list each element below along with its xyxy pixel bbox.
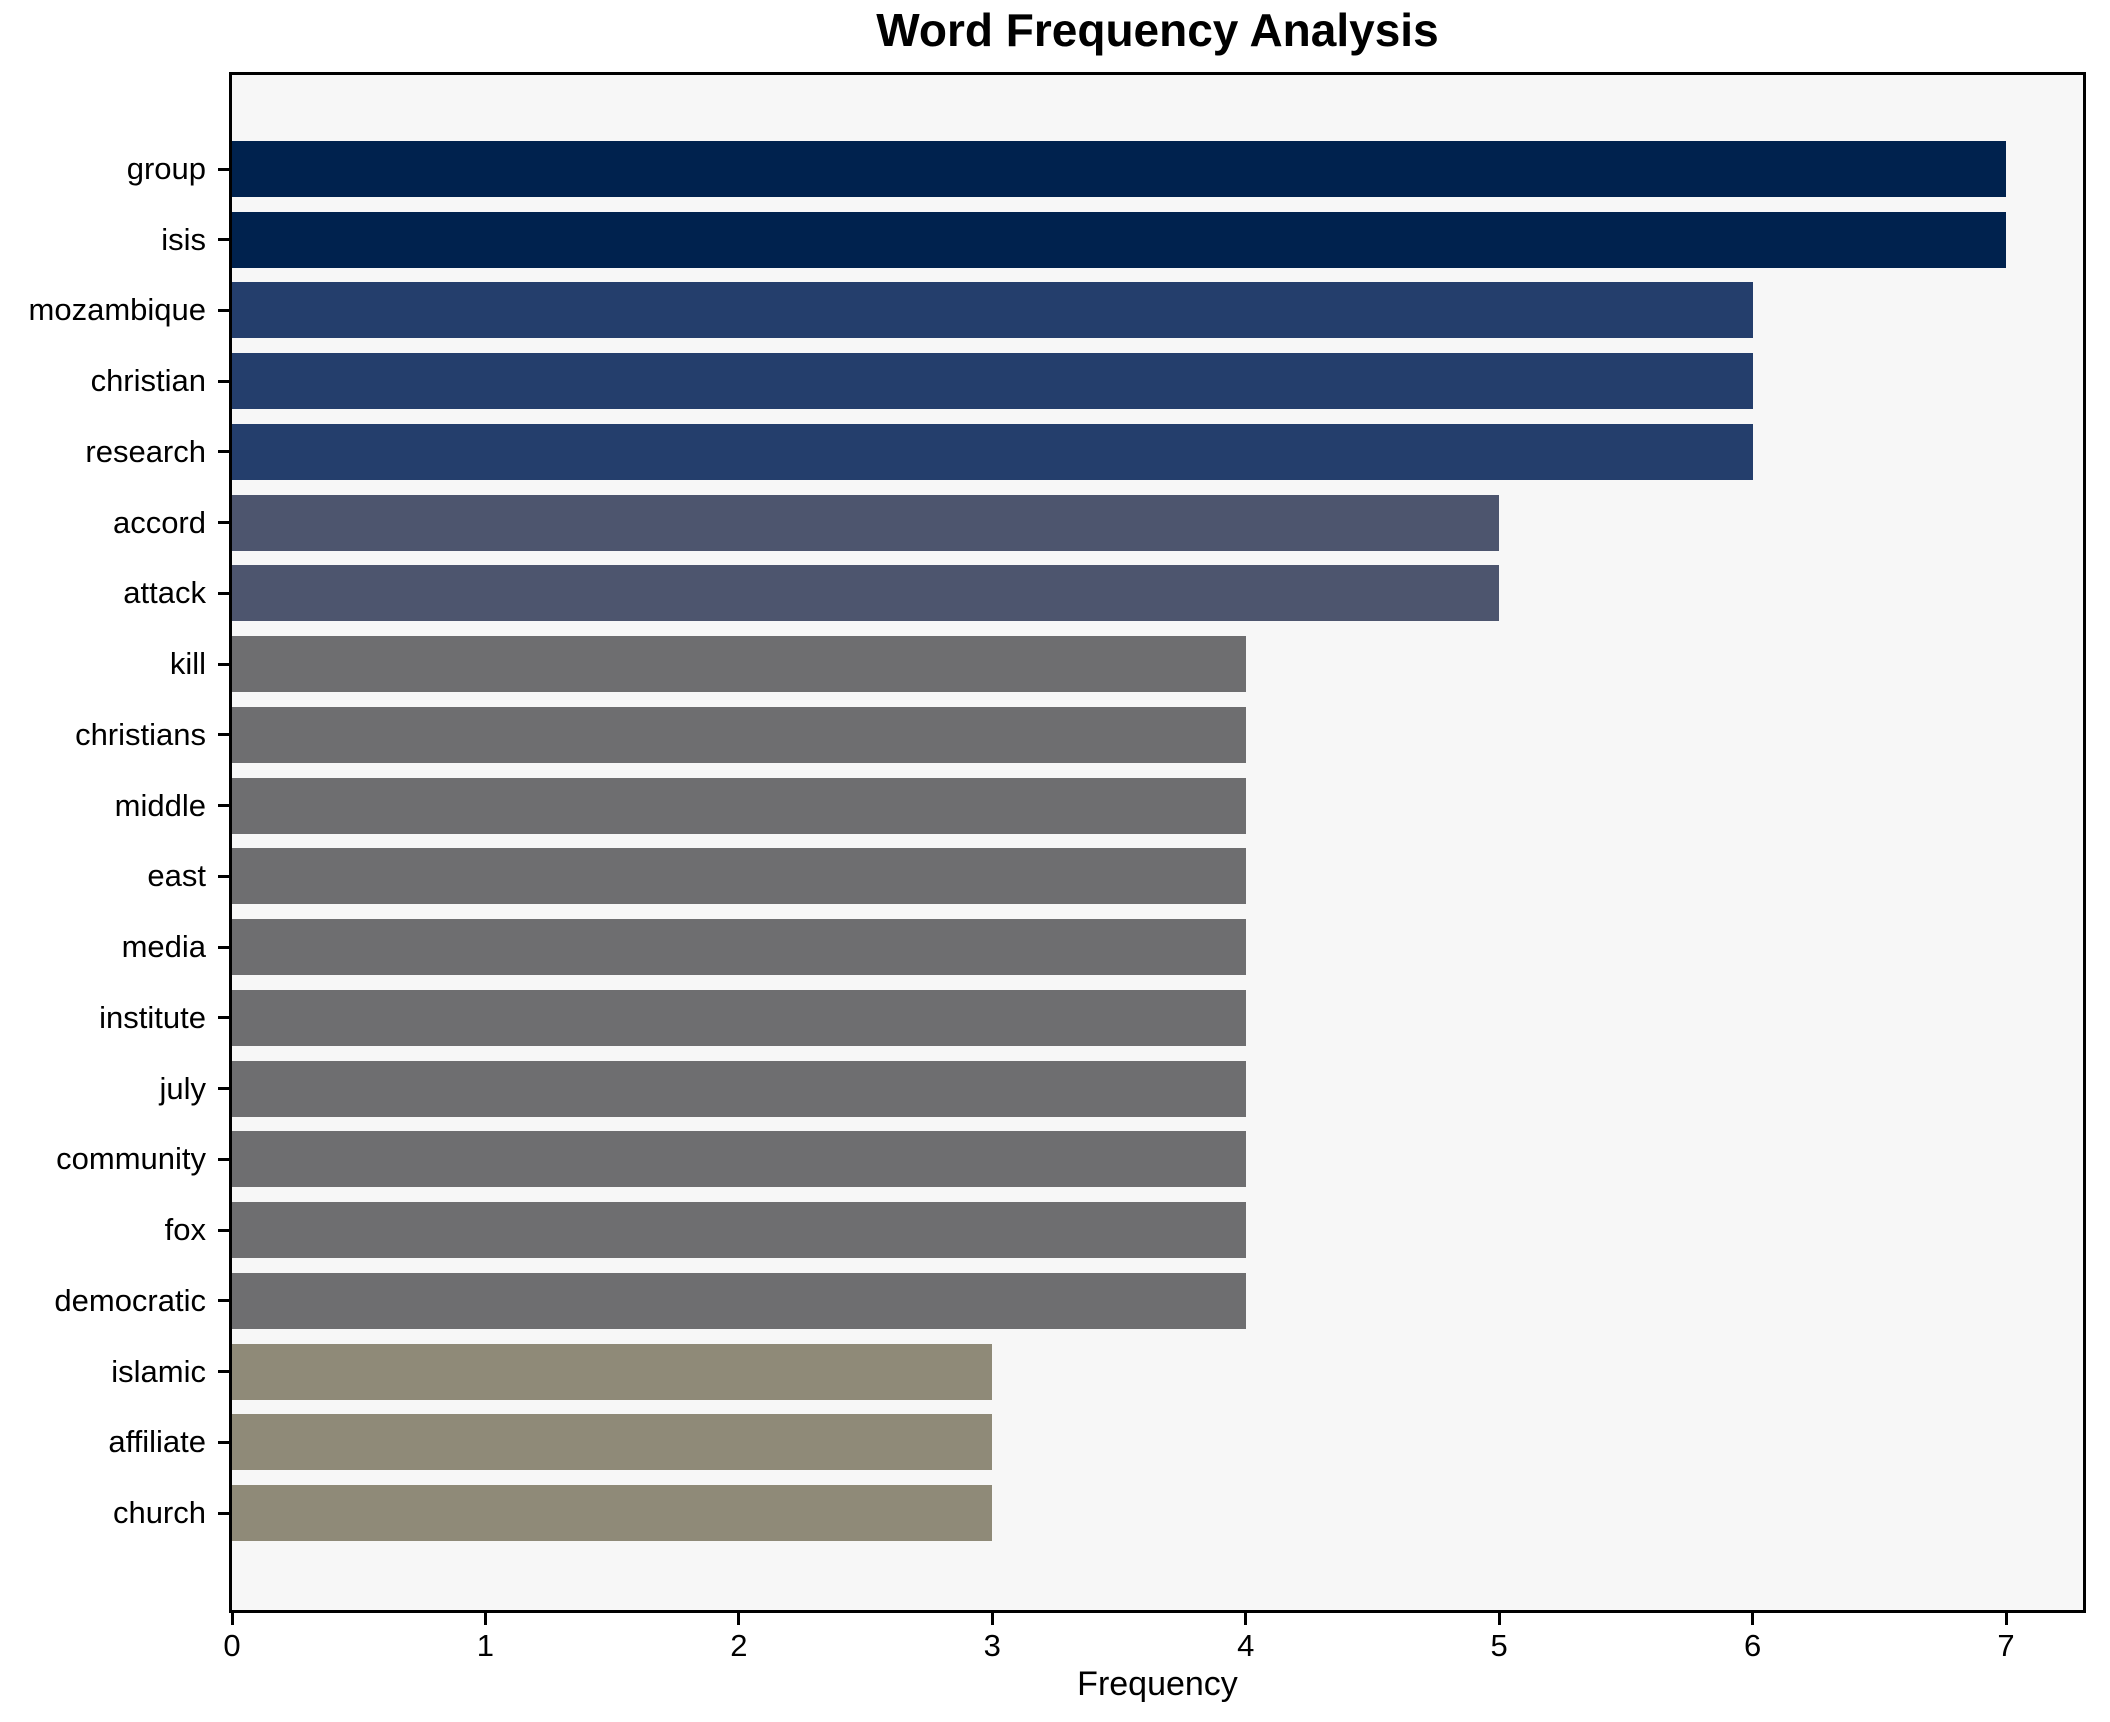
bar-mozambique [232,282,1753,339]
x-tick-label-0: 0 [223,1628,241,1663]
bar-islamic [232,1343,993,1400]
y-tick-mark [218,379,229,383]
y-axis-label-media: media [121,929,206,965]
y-axis-label-isis: isis [161,221,206,257]
y-tick-mark [218,804,229,808]
x-tick-label-1: 1 [476,1628,495,1663]
y-axis-label-christians: christians [75,716,206,752]
bar-accord [232,494,1500,551]
y-tick-mark [218,1511,229,1515]
y-tick-mark [218,1016,229,1020]
x-tick-mark [737,1613,741,1625]
x-tick-mark [1751,1613,1755,1625]
y-tick-mark [218,521,229,525]
y-axis-label-july: july [159,1070,206,1106]
bar-kill [232,636,1246,693]
y-axis-label-democratic: democratic [54,1282,206,1318]
x-axis-title: Frequency [1077,1665,1238,1703]
y-tick-mark [218,1087,229,1091]
bar-christian [232,353,1753,410]
bar-group [232,141,2006,197]
y-axis-label-attack: attack [123,575,206,611]
x-tick-label-6: 6 [1743,1628,1762,1663]
bar-attack [232,565,1500,622]
y-axis-label-middle: middle [114,787,206,823]
y-tick-mark [218,1299,229,1303]
x-tick-mark [230,1613,234,1625]
y-axis-label-fox: fox [164,1212,206,1248]
y-tick-mark [218,662,229,666]
y-axis-label-mozambique: mozambique [28,292,206,328]
y-axis-label-affiliate: affiliate [108,1424,206,1460]
x-tick-mark [990,1613,994,1625]
y-tick-mark [218,1228,229,1232]
y-axis-label-islamic: islamic [111,1353,206,1389]
plot-area [229,72,2086,1613]
bar-church [232,1485,993,1542]
x-tick-mark [1244,1613,1248,1625]
y-tick-mark [218,167,229,171]
y-tick-mark [218,591,229,595]
bar-middle [232,777,1246,834]
y-axis-label-christian: christian [90,363,206,399]
x-tick-label-4: 4 [1237,1628,1255,1663]
x-tick-label-5: 5 [1490,1628,1508,1663]
x-tick-label-3: 3 [983,1628,1001,1663]
y-tick-mark [218,1157,229,1161]
bar-democratic [232,1272,1246,1329]
y-tick-mark [218,945,229,949]
x-tick-label-7: 7 [1997,1628,2015,1663]
bar-media [232,919,1246,976]
bar-east [232,848,1246,905]
bar-community [232,1131,1246,1188]
y-tick-mark [218,450,229,454]
y-axis-label-accord: accord [112,504,206,540]
bar-july [232,1060,1246,1117]
y-axis-label-community: community [56,1141,206,1177]
bar-affiliate [232,1414,993,1471]
bar-fox [232,1202,1246,1259]
bar-institute [232,989,1246,1046]
y-tick-mark [218,1440,229,1444]
x-tick-mark [483,1613,487,1625]
chart-title: Word Frequency Analysis [876,4,1439,56]
y-axis-label-group: group [126,151,206,186]
y-axis-label-kill: kill [169,646,206,682]
y-tick-mark [218,308,229,312]
x-tick-mark [2004,1613,2008,1625]
x-tick-mark [1497,1613,1501,1625]
bar-christians [232,706,1246,763]
x-tick-label-2: 2 [730,1628,748,1663]
y-axis-label-institute: institute [99,999,206,1035]
y-axis-label-church: church [112,1495,206,1531]
bar-isis [232,211,2006,268]
y-axis-label-east: east [147,858,206,894]
y-axis-label-research: research [85,433,206,469]
y-tick-mark [218,238,229,242]
bar-research [232,423,1753,480]
y-tick-mark [218,733,229,737]
y-tick-mark [218,1370,229,1374]
y-tick-mark [218,874,229,878]
